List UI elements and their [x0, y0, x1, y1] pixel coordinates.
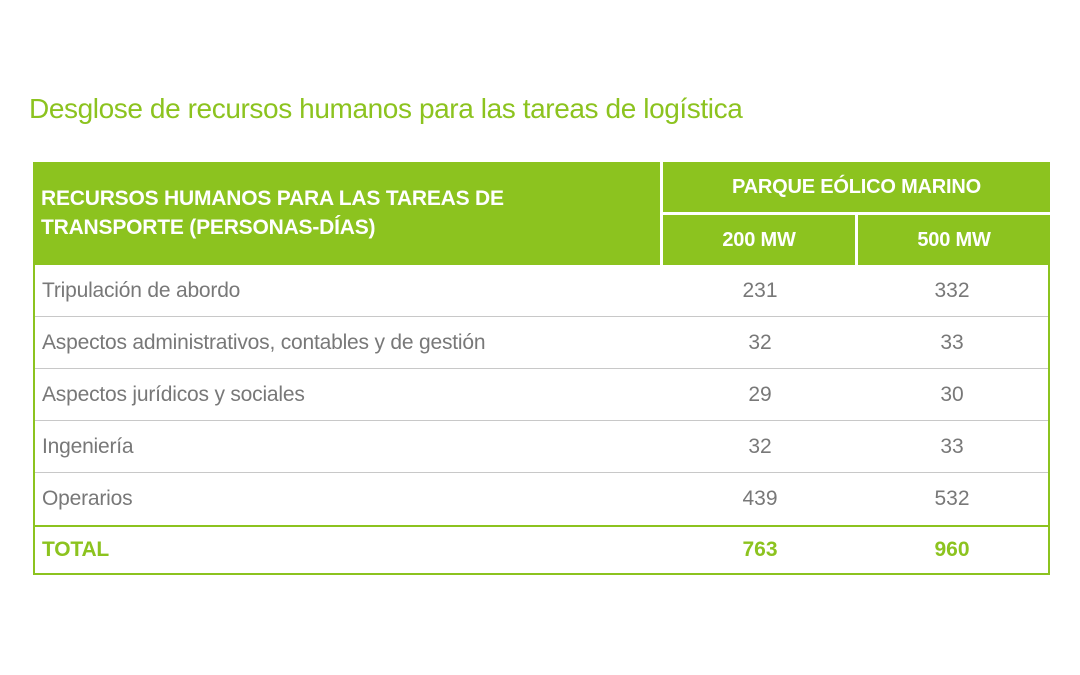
row-value-200mw: 231	[742, 278, 778, 302]
total-value-500mw: 960	[934, 538, 970, 561]
row-label: Tripulación de abordo	[42, 278, 241, 302]
row-value-200mw: 32	[748, 330, 772, 354]
header-group-block: PARQUE EÓLICO MARINO 200 MW 500 MW	[663, 162, 1050, 265]
total-row: TOTAL 763 960	[35, 525, 1048, 573]
header-col-200mw: 200 MW	[722, 228, 796, 251]
table-row: Tripulación de abordo 231 332	[35, 265, 1048, 317]
table-body: Tripulación de abordo 231 332 Aspectos a…	[33, 265, 1050, 575]
total-value-200mw: 763	[742, 538, 778, 561]
row-value-500mw: 332	[934, 278, 970, 302]
row-value-500mw: 532	[934, 487, 970, 510]
header-subcolumns: 200 MW 500 MW	[663, 215, 1050, 265]
header-vertical-divider	[660, 162, 663, 265]
page-title: Desglose de recursos humanos para las ta…	[29, 93, 743, 124]
table-row: Aspectos administrativos, contables y de…	[35, 317, 1048, 369]
row-label: Ingeniería	[42, 434, 134, 458]
row-label: Operarios	[42, 487, 133, 510]
row-value-200mw: 439	[742, 487, 778, 510]
row-value-200mw: 32	[748, 434, 772, 458]
table-row: Operarios 439 532	[35, 473, 1048, 525]
row-value-500mw: 33	[940, 434, 964, 458]
row-value-500mw: 30	[940, 382, 964, 406]
row-value-500mw: 33	[940, 330, 964, 354]
total-label: TOTAL	[42, 538, 110, 561]
header-horizontal-divider	[663, 212, 1050, 215]
subcolumn-divider	[855, 215, 858, 265]
table-header: RECURSOS HUMANOS PARA LAS TAREAS DE TRAN…	[33, 162, 1050, 265]
table-row: Ingeniería 32 33	[35, 421, 1048, 473]
header-group-cell: PARQUE EÓLICO MARINO	[732, 175, 981, 198]
row-value-200mw: 29	[748, 382, 772, 406]
header-col-500mw: 500 MW	[917, 228, 991, 251]
table-row: Aspectos jurídicos y sociales 29 30	[35, 369, 1048, 421]
header-main-cell: RECURSOS HUMANOS PARA LAS TAREAS DE TRAN…	[41, 186, 504, 239]
hr-logistics-table: RECURSOS HUMANOS PARA LAS TAREAS DE TRAN…	[33, 162, 1050, 575]
data-rows: Tripulación de abordo 231 332 Aspectos a…	[35, 265, 1048, 525]
row-label: Aspectos administrativos, contables y de…	[42, 330, 486, 354]
row-label: Aspectos jurídicos y sociales	[42, 382, 305, 406]
